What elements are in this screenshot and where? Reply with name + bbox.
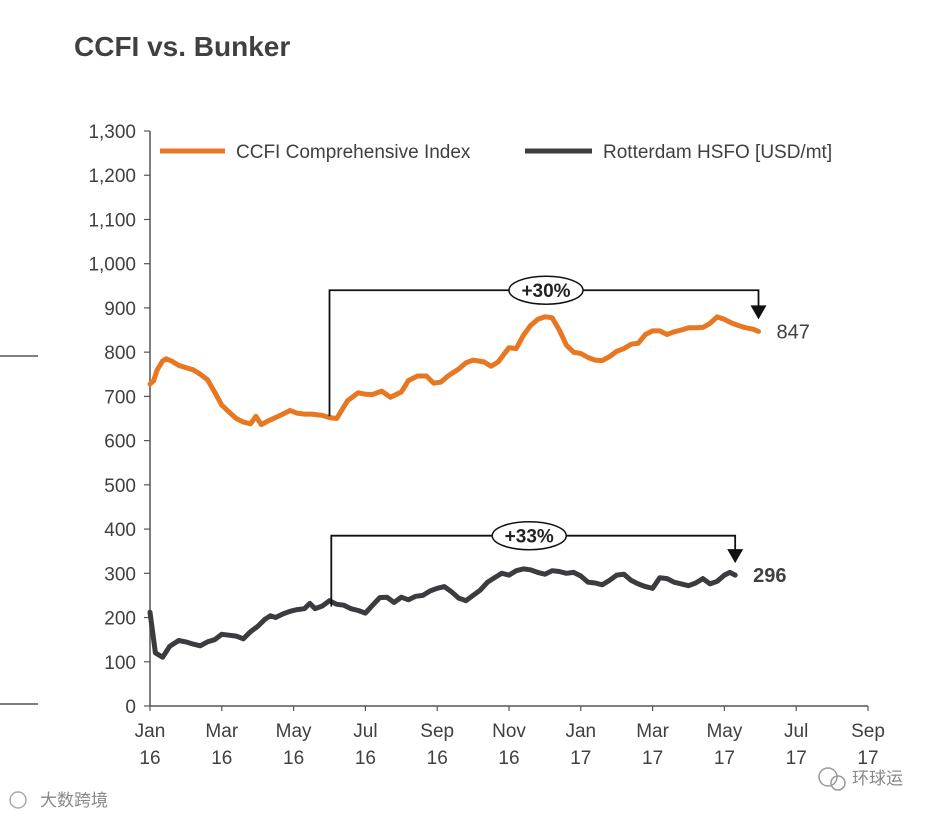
x-tick-month: Jul	[353, 721, 377, 742]
x-tick-month: May	[706, 721, 742, 742]
annotation-pct-label: +30%	[521, 281, 570, 302]
change-annotations: +30% +33%	[328, 275, 767, 607]
y-tick-label: 1,100	[88, 210, 136, 231]
x-tick-month: Mar	[205, 721, 238, 742]
y-tick-label: 0	[125, 697, 136, 718]
y-tick-label: 100	[104, 653, 136, 674]
x-tick-month: Sep	[851, 721, 885, 742]
hsfo-series-line	[147, 566, 738, 660]
x-tick-year: 16	[498, 748, 519, 769]
x-tick-year: 16	[139, 748, 160, 769]
x-tick-year: 17	[570, 748, 591, 769]
x-tick-year: 16	[355, 748, 376, 769]
watermark-text-right: 环球运	[852, 769, 903, 789]
legend-label: CCFI Comprehensive Index	[236, 142, 471, 163]
x-tick-year: 17	[714, 748, 735, 769]
annotation-pct-oval	[508, 275, 584, 305]
end-labels: 847 296	[753, 321, 810, 587]
watermark-logo-icon	[9, 791, 27, 809]
annotation-pct-oval	[491, 520, 567, 551]
watermark-bottom-right: 环球运	[818, 767, 903, 791]
y-tick-label: 400	[104, 520, 136, 541]
x-tick-year: 16	[283, 748, 304, 769]
x-tick-year: 16	[211, 748, 232, 769]
x-tick-month: Jan	[135, 721, 166, 742]
x-tick-month: May	[276, 721, 312, 742]
y-tick-label: 600	[104, 432, 136, 453]
axes: 0 100 200 300 400 500 600 700 800 900 1,000 1,100 1,…	[88, 122, 884, 769]
wechat-logo-icon-small	[830, 775, 846, 791]
hsfo-end-label: 296	[753, 565, 786, 587]
watermark-bottom-left: 大数跨境	[9, 791, 108, 811]
annotation-arrowhead	[750, 305, 767, 320]
legend: CCFI Comprehensive Index Rotterdam HSFO […	[160, 142, 832, 163]
legend-label: Rotterdam HSFO [USD/mt]	[603, 142, 832, 163]
x-tick-month: Mar	[636, 721, 669, 742]
wechat-logo-icon	[818, 767, 838, 787]
x-tick-month: Jul	[784, 721, 808, 742]
series-lines	[147, 314, 761, 660]
chart-title: CCFI vs. Bunker	[74, 31, 290, 62]
y-tick-label: 500	[104, 476, 136, 497]
x-tick-month: Nov	[492, 721, 526, 742]
y-tick-label: 700	[104, 387, 136, 408]
x-tick-month: Sep	[420, 721, 454, 742]
x-tick-year: 16	[427, 748, 448, 769]
x-tick-year: 17	[786, 748, 807, 769]
y-tick-label: 200	[104, 609, 136, 630]
x-tick-year: 17	[642, 748, 663, 769]
y-tick-label: 1,300	[88, 122, 136, 143]
x-tick-month: Jan	[565, 721, 596, 742]
ccfi-end-label: 847	[777, 321, 810, 343]
y-tick-label: 300	[104, 564, 136, 585]
ccfi-series-line	[147, 314, 761, 428]
y-tick-label: 1,200	[88, 166, 136, 187]
annotation-arrowhead	[727, 549, 744, 564]
annotation-pct-label: +33%	[505, 527, 554, 548]
y-tick-label: 1,000	[88, 255, 136, 276]
x-tick-year: 17	[857, 748, 878, 769]
y-tick-label: 900	[104, 299, 136, 320]
watermark-text-left: 大数跨境	[40, 791, 108, 811]
y-tick-label: 800	[104, 343, 136, 364]
